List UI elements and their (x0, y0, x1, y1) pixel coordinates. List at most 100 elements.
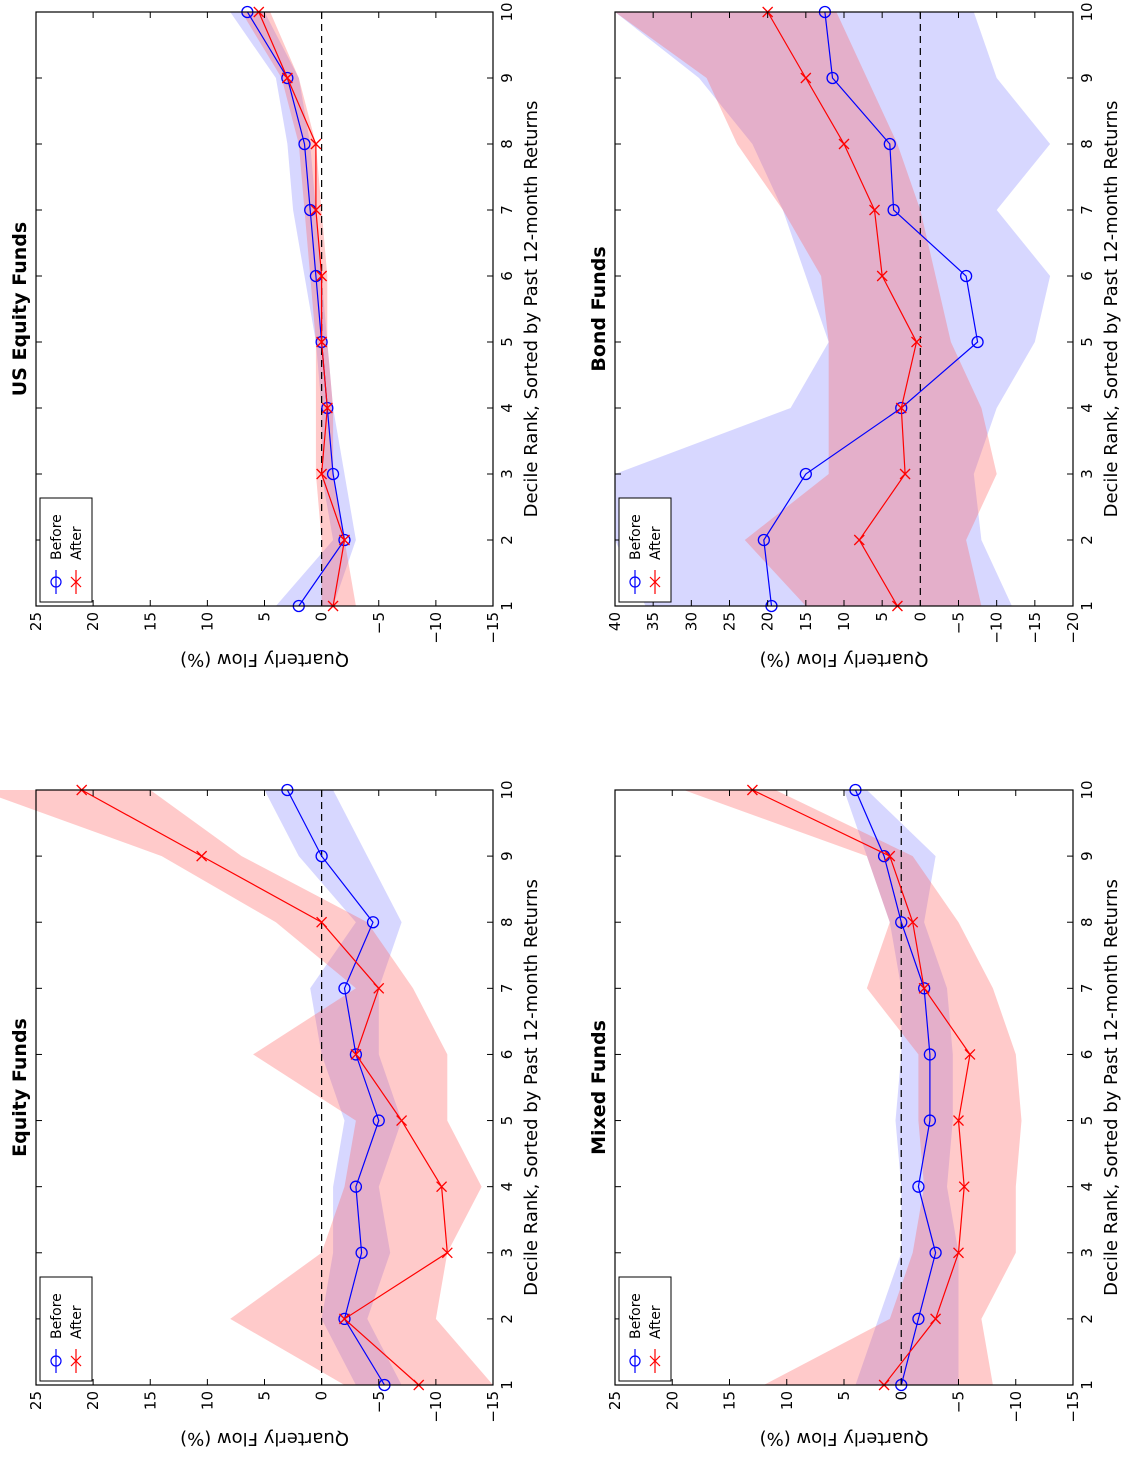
x-tick-label: 9 (1078, 73, 1096, 83)
marker-stroke (441, 1247, 453, 1259)
marker-stroke (869, 204, 880, 216)
marker-stroke (310, 138, 322, 150)
data-point-before (315, 849, 328, 863)
legend-label: After (648, 1305, 664, 1339)
legend: Before After (39, 1276, 93, 1382)
data-point-after (876, 270, 888, 282)
chart-panel: 1 2 3 4 5 6 7 8 9 10 25 20 15 10 5 0 −5 −10 −15 Decile Rank… (9, 2, 542, 670)
legend: Before After (618, 497, 672, 603)
y-tick-label: 15 (797, 612, 815, 631)
x-axis-label: Decile Rank, Sorted by Past 12-month Ret… (1101, 101, 1122, 518)
y-axis-label: Quarterly Flow (%) (760, 649, 929, 670)
data-point-after (281, 72, 293, 84)
confidence-band (0, 790, 493, 1385)
chart-title: US Equity Funds (9, 222, 31, 396)
marker-stroke (964, 1048, 976, 1060)
x-tick-label: 9 (498, 73, 516, 83)
x-tick-label: 1 (498, 601, 516, 611)
marker-stroke (316, 916, 328, 928)
plot-frame (35, 11, 494, 607)
x-axis-label: Decile Rank, Sorted by Past 12-month Ret… (1101, 879, 1122, 1296)
x-tick-label: 3 (1078, 469, 1096, 479)
y-tick-label: 10 (198, 1391, 216, 1410)
x-tick-label: 4 (498, 403, 516, 413)
legend-marker-before (50, 1355, 62, 1367)
x-axis-label: Decile Rank, Sorted by Past 12-month Ret… (521, 879, 542, 1296)
legend-label: Before (628, 1293, 644, 1339)
data-point-before (281, 71, 294, 85)
legend-marker-after (70, 576, 82, 588)
data-point-after (953, 1115, 964, 1127)
data-point-after (958, 1181, 970, 1193)
y-tick-label: 30 (682, 612, 700, 631)
x-tick-label: 5 (498, 337, 516, 347)
data-point-after (436, 1181, 448, 1193)
y-tick-label: 0 (911, 612, 929, 622)
x-tick-label: 3 (1078, 1248, 1096, 1258)
data-point-after (339, 1313, 350, 1325)
y-tick-label: 20 (663, 1391, 681, 1410)
y-tick-label: 25 (606, 1391, 624, 1410)
x-tick-label: 1 (1078, 1380, 1096, 1390)
y-axis-label: Quarterly Flow (%) (180, 1428, 349, 1449)
x-tick-label: 6 (498, 271, 516, 281)
legend-marker-before (629, 576, 641, 588)
x-tick-label: 8 (498, 139, 516, 149)
y-axis-label: Quarterly Flow (%) (180, 649, 349, 670)
marker-stroke (339, 1313, 350, 1325)
marker-stroke (918, 982, 930, 994)
data-point-after (899, 468, 911, 480)
legend-label: After (69, 526, 85, 560)
y-tick-label: 5 (873, 612, 891, 622)
legend-label: After (648, 526, 664, 560)
confidence-band (264, 790, 402, 1385)
data-point-before (757, 533, 770, 547)
marker-stroke (316, 336, 328, 348)
legend-marker-before (629, 1355, 641, 1367)
data-point-after (869, 204, 880, 216)
y-tick-label: −10 (427, 612, 445, 644)
x-tick-label: 10 (498, 2, 516, 21)
data-point-before (338, 533, 351, 547)
legend-marker-after (649, 576, 661, 588)
x-tick-label: 3 (498, 1248, 516, 1258)
y-tick-label: −20 (1064, 612, 1082, 644)
confidence-band (844, 790, 959, 1385)
y-tick-label: −15 (484, 612, 502, 644)
chart-panel: 1 2 3 4 5 6 7 8 9 10 25 20 15 10 5 0 −5 −10 −15 Decile Rank… (0, 780, 542, 1449)
series-line-after (258, 11, 346, 607)
data-point-before (929, 1246, 942, 1259)
y-tick-label: −15 (484, 1391, 502, 1423)
x-tick-label: 6 (498, 1050, 516, 1060)
chart-title: Bond Funds (588, 246, 610, 371)
legend-label: Before (628, 514, 644, 560)
data-point-after (339, 534, 350, 546)
y-tick-label: 25 (27, 612, 45, 631)
x-tick-label: 1 (498, 1380, 516, 1390)
data-point-after (911, 336, 922, 348)
series-line-after (81, 789, 448, 1386)
data-point-after (853, 534, 865, 546)
data-point-after (316, 336, 328, 348)
y-tick-label: 0 (313, 612, 331, 622)
series-line-before (246, 11, 346, 607)
marker-stroke (958, 1181, 970, 1193)
legend-box (39, 1276, 93, 1382)
marker-stroke (396, 1115, 408, 1127)
marker-stroke (907, 916, 919, 928)
data-point-before (883, 137, 896, 151)
confidence-band (230, 12, 356, 606)
y-tick-label: −10 (1007, 1391, 1025, 1423)
data-point-after (930, 1313, 942, 1325)
marker-stroke (196, 850, 208, 862)
legend-label: After (69, 1305, 85, 1339)
marker-stroke (838, 138, 850, 150)
data-point-after (316, 468, 328, 480)
legend-marker-before (50, 576, 62, 588)
data-point-before (887, 203, 900, 217)
marker-stroke (310, 204, 322, 216)
legend-box (618, 497, 672, 603)
data-point-before (923, 1048, 937, 1061)
marker-stroke (436, 1181, 448, 1193)
x-tick-label: 7 (1078, 205, 1096, 215)
